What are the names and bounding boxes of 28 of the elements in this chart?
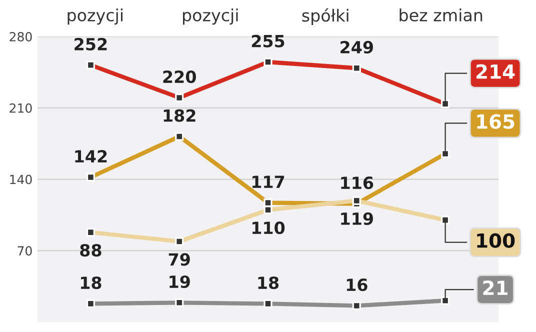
text: pozycji: [68, 8, 122, 25]
data-label: 214: [476, 64, 515, 79]
y-tick-label: 210: [10, 103, 32, 113]
data-label: 249: [340, 40, 373, 54]
data-label: 117: [252, 176, 284, 188]
data-label: 18: [258, 276, 279, 290]
y-tick-label: 280: [10, 32, 32, 42]
data-label: 119: [341, 212, 373, 225]
data-label: 220: [163, 70, 196, 84]
data-label: 116: [341, 176, 374, 190]
data-label: 142: [75, 150, 107, 162]
data-label: 182: [164, 109, 196, 122]
data-label: 79: [168, 253, 190, 266]
data-label: 18: [80, 276, 102, 290]
data-label: 19: [170, 275, 190, 288]
y-tick-label: 140: [10, 174, 32, 184]
data-label: 21: [483, 280, 508, 295]
data-label: 252: [74, 38, 107, 50]
y-tick-label: 70: [18, 246, 32, 256]
data-label: 165: [477, 114, 514, 129]
data-label: 255: [252, 34, 284, 48]
data-label: 88: [80, 244, 102, 257]
data-label: 100: [477, 233, 515, 248]
text: spółki: [302, 8, 348, 25]
data-label: 110: [252, 222, 285, 234]
text: pozycji: [182, 8, 238, 25]
data-label: 16: [346, 278, 368, 292]
text: bez zmian: [400, 8, 482, 22]
